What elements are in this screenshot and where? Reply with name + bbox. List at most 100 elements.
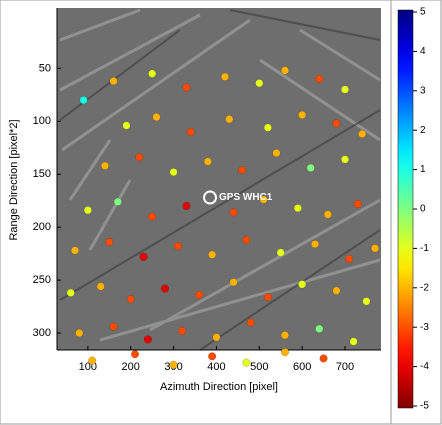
scatter-point — [160, 284, 170, 293]
scatter-point — [148, 69, 157, 78]
scatter-point — [135, 153, 144, 162]
scatter-point — [362, 297, 371, 306]
scatter-point — [340, 155, 350, 164]
scatter-point — [242, 235, 251, 244]
scatter-point — [319, 354, 328, 363]
x-tick-label: 200 — [122, 361, 140, 373]
scatter-point — [332, 119, 341, 128]
scatter-point — [182, 83, 191, 92]
scatter-point — [66, 288, 75, 297]
scatter-point — [280, 66, 290, 75]
scatter-point — [148, 212, 157, 221]
y-tick-label: 150 — [33, 168, 51, 180]
colorbar-tick-label: 2 — [420, 125, 426, 136]
x-tick-label: 700 — [336, 361, 354, 373]
y-tick-label: 300 — [33, 327, 51, 339]
y-axis-label: Range Direction [pixel*2] — [8, 119, 20, 240]
scatter-point — [109, 322, 118, 331]
scatter-point — [203, 157, 212, 166]
scatter-point — [323, 210, 332, 219]
scatter-point — [139, 252, 148, 261]
scatter-point — [353, 199, 362, 208]
scatter-point — [208, 250, 217, 259]
scatter-point — [169, 168, 178, 177]
x-axis-label: Azimuth Direction [pixel] — [160, 381, 278, 393]
annotation: GPS WHC1 — [219, 192, 273, 203]
colorbar-tick-label: 1 — [420, 164, 426, 175]
scatter-point — [229, 208, 238, 217]
scatter-point — [88, 356, 97, 365]
scatter-point — [105, 237, 114, 247]
colorbar-tick-label: 0 — [420, 204, 426, 215]
annotation-marker — [203, 190, 217, 205]
image-texture — [59, 9, 381, 351]
colorbar-tick-label: 5 — [420, 7, 426, 18]
scatter-point — [238, 165, 247, 175]
scatter-point — [298, 110, 307, 119]
colorbar-tick-label: -3 — [420, 322, 429, 333]
scatter-point — [298, 280, 307, 289]
scatter-point — [272, 149, 281, 158]
colorbar-tick-label: -4 — [420, 361, 429, 372]
scatter-point — [246, 318, 255, 327]
x-tick-label: 600 — [293, 361, 311, 373]
colorbar — [397, 9, 414, 409]
scatter-point — [143, 335, 152, 344]
scatter-point — [173, 242, 182, 251]
scatter-point — [220, 72, 230, 81]
scatter-point — [306, 163, 315, 172]
scatter-point — [186, 127, 195, 136]
background-image — [57, 8, 381, 350]
scatter-point — [96, 282, 105, 291]
scatter-point — [208, 352, 217, 361]
scatter-point — [122, 121, 131, 130]
colorbar-tick-label: 4 — [420, 46, 426, 57]
colorbar-tick-label: -5 — [420, 401, 429, 412]
colorbar-tick-label: 3 — [420, 85, 426, 96]
scatter-point — [152, 113, 161, 122]
scatter-point — [225, 115, 234, 124]
scatter-point — [310, 240, 320, 249]
scatter-point — [229, 278, 238, 287]
scatter-point — [113, 197, 122, 206]
image-texture — [59, 8, 381, 342]
scatter-point — [280, 331, 290, 340]
colorbar-tick-label: -2 — [420, 282, 429, 293]
scatter-point — [263, 293, 272, 302]
scatter-point — [332, 286, 341, 295]
scatter-point — [276, 248, 285, 257]
scatter-point — [255, 79, 264, 88]
y-tick-label: 200 — [33, 221, 51, 233]
scatter-point — [79, 96, 88, 105]
y-tick-label: 100 — [33, 115, 51, 127]
scatter-point — [83, 206, 92, 215]
scatter-point — [70, 246, 80, 255]
scatter-point — [315, 74, 324, 83]
scatter-point — [109, 77, 118, 86]
scatter-point — [126, 295, 135, 304]
scatter-point — [195, 290, 204, 299]
scatter-point — [358, 129, 367, 139]
scatter-point — [349, 337, 358, 346]
colorbar-tick-label: -1 — [420, 243, 429, 254]
scatter-point — [340, 85, 350, 94]
scatter-point — [100, 161, 110, 170]
scatter-point — [169, 360, 178, 369]
scatter-point — [212, 333, 221, 342]
scatter-point — [242, 358, 251, 367]
scatter-point — [293, 204, 302, 213]
scatter-point — [178, 326, 187, 335]
y-tick-label: 50 — [39, 62, 51, 74]
scatter-point — [259, 195, 268, 204]
scatter-point — [345, 254, 354, 263]
y-tick-label: 250 — [33, 274, 51, 286]
scatter-point — [130, 350, 140, 359]
scatter-point — [280, 348, 290, 357]
scatter-point — [75, 329, 84, 338]
scatter-point — [370, 244, 380, 253]
x-tick-label: 400 — [207, 361, 225, 373]
scatter-point — [182, 201, 191, 211]
scatter-point — [263, 123, 272, 132]
